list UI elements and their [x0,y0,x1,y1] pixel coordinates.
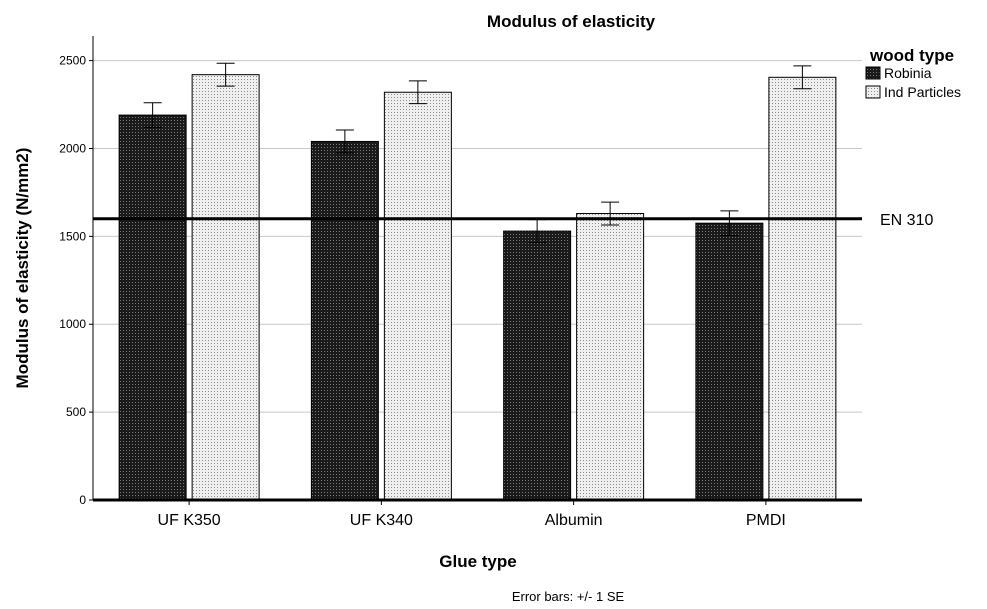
x-tick-label: UF K340 [350,512,413,529]
bar-robinia [118,114,187,501]
bar-robinia [503,230,572,501]
legend-title: wood type [869,46,954,65]
y-axis: 0 500 1000 1500 2000 2500 [59,36,94,507]
bars [118,74,837,501]
bar-robinia [310,140,379,501]
en310-label: EN 310 [880,212,933,229]
y-tick-label: 1000 [59,317,86,331]
bar-ind-particles [768,76,837,501]
y-tick-label: 500 [66,405,86,419]
legend-label: Ind Particles [884,84,961,100]
y-axis-title: Modulus of elasticity (N/mm2) [13,148,32,389]
legend-label: Robinia [884,65,932,81]
y-tick-label: 0 [79,493,86,507]
chart-title: Modulus of elasticity [487,12,656,31]
bar-robinia [695,222,764,501]
legend: wood type Robinia Ind Particles [865,46,961,100]
x-tick-label: PMDI [746,512,786,529]
error-bars [143,62,812,244]
bar-ind-particles [383,91,452,501]
x-axis-title: Glue type [439,552,516,571]
x-tick-label: UF K350 [158,512,221,529]
y-tick-label: 2500 [59,54,86,68]
legend-swatch [865,66,881,80]
reference-line: EN 310 [93,212,933,229]
y-tick-label: 1500 [59,229,86,243]
x-axis: UF K350 UF K340 Albumin PMDI [93,498,862,529]
error-bars-note: Error bars: +/- 1 SE [512,589,625,604]
bar-ind-particles [576,213,645,501]
x-tick-label: Albumin [545,512,603,529]
y-tick-label: 2000 [59,141,86,155]
bar-ind-particles [191,74,260,501]
legend-swatch [865,85,881,99]
